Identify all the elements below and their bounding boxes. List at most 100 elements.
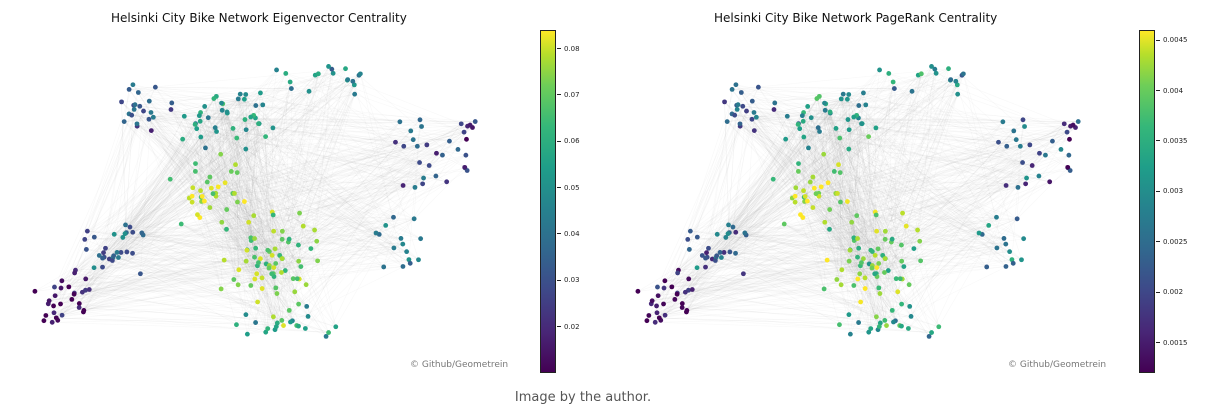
edge <box>129 68 346 90</box>
edge <box>719 79 951 253</box>
edge <box>847 119 873 269</box>
edge <box>841 154 1070 271</box>
edge <box>804 154 1046 202</box>
edge <box>690 96 820 232</box>
edge <box>215 141 396 194</box>
edge <box>848 148 873 266</box>
edge <box>646 201 848 321</box>
edge <box>224 259 257 275</box>
station-node <box>418 236 424 242</box>
edge <box>124 123 260 234</box>
edge <box>799 128 1014 264</box>
station-node <box>735 102 741 108</box>
edge <box>260 127 274 259</box>
edge <box>182 139 277 327</box>
edge <box>697 112 831 238</box>
edge <box>874 273 893 311</box>
edge <box>153 104 263 118</box>
edge <box>129 110 223 228</box>
colorbar-tick-label: 0.03 <box>557 276 580 284</box>
edge <box>220 229 315 290</box>
edge <box>705 238 893 268</box>
edge <box>221 110 238 173</box>
station-node <box>793 185 799 191</box>
edge <box>54 109 135 288</box>
edge <box>839 116 855 173</box>
edge <box>708 247 840 325</box>
edge <box>282 175 437 232</box>
edge <box>413 119 421 219</box>
edge <box>654 111 831 323</box>
edge <box>89 128 197 290</box>
edge <box>124 201 238 234</box>
edge <box>238 75 360 270</box>
edge <box>136 126 255 239</box>
edge <box>276 94 355 294</box>
edge <box>195 93 355 124</box>
edge <box>84 230 283 240</box>
edge <box>657 267 872 288</box>
edge <box>794 73 937 197</box>
edge <box>288 69 333 311</box>
edge <box>239 94 250 223</box>
edge <box>876 84 958 277</box>
station-node <box>274 67 279 73</box>
edge <box>61 280 258 303</box>
edge <box>690 230 987 268</box>
edge <box>213 98 247 150</box>
edge <box>116 221 222 253</box>
edge <box>753 112 799 172</box>
edge <box>901 216 997 246</box>
edge <box>825 103 878 268</box>
edge <box>835 128 870 265</box>
edge <box>657 109 738 288</box>
edge <box>888 73 958 95</box>
edge <box>260 92 396 143</box>
edge <box>255 214 274 249</box>
edge <box>677 278 903 294</box>
edge <box>256 146 418 275</box>
edge <box>876 260 921 317</box>
edge <box>215 145 404 194</box>
edge <box>652 300 859 323</box>
edge <box>237 68 346 203</box>
edge <box>153 112 228 118</box>
edge <box>244 93 355 120</box>
edge <box>812 139 1070 208</box>
edge <box>857 125 1071 239</box>
edge <box>148 119 261 259</box>
station-node <box>189 199 195 205</box>
edge <box>316 241 337 327</box>
station-node <box>212 125 218 131</box>
station-node <box>749 116 755 122</box>
edge <box>685 121 804 293</box>
edge <box>921 73 1068 133</box>
edge <box>803 137 808 202</box>
edge <box>646 127 1076 321</box>
edge <box>170 178 212 189</box>
edge <box>803 112 880 327</box>
edge <box>812 207 886 232</box>
edge <box>690 106 744 232</box>
edge <box>245 148 278 294</box>
edge <box>853 237 903 280</box>
station-node <box>899 301 905 307</box>
station-node <box>899 258 905 264</box>
edge <box>136 125 196 164</box>
edge <box>102 258 283 268</box>
station-node <box>306 88 312 94</box>
edge <box>797 124 899 292</box>
edge <box>875 127 910 285</box>
station-node <box>124 249 130 255</box>
edge <box>799 128 842 285</box>
station-node <box>41 318 47 324</box>
edge <box>180 190 201 225</box>
edge <box>850 258 886 335</box>
station-node <box>412 184 418 190</box>
edge <box>657 131 820 296</box>
edge <box>818 170 1071 197</box>
edge <box>279 255 284 326</box>
edge <box>774 102 839 165</box>
edge <box>318 73 465 133</box>
edge <box>861 262 987 268</box>
